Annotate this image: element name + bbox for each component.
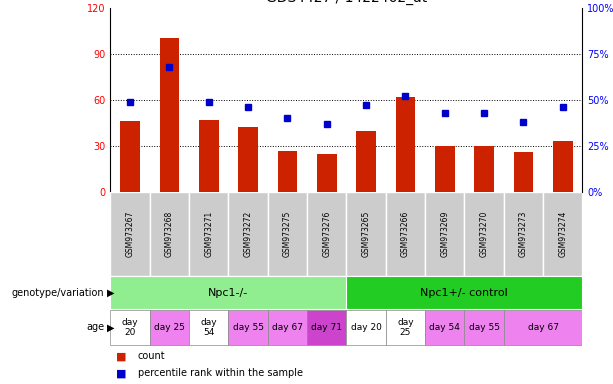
Text: GSM973275: GSM973275	[283, 211, 292, 257]
Bar	[553, 141, 573, 192]
Bar	[504, 192, 543, 276]
Text: day 55: day 55	[468, 323, 500, 332]
Bar	[346, 310, 386, 345]
Text: GSM973272: GSM973272	[243, 211, 253, 257]
Text: day 25: day 25	[154, 323, 185, 332]
Text: GSM973273: GSM973273	[519, 211, 528, 257]
Bar	[504, 310, 582, 345]
Text: count: count	[138, 351, 166, 361]
Bar	[386, 310, 425, 345]
Bar	[189, 310, 228, 345]
Bar	[465, 192, 504, 276]
Text: GSM973269: GSM973269	[440, 211, 449, 257]
Bar	[228, 310, 268, 345]
Text: ▶: ▶	[107, 322, 115, 333]
Bar	[268, 310, 307, 345]
Bar	[150, 310, 189, 345]
Bar	[189, 192, 228, 276]
Text: ▶: ▶	[107, 288, 115, 298]
Bar	[199, 120, 218, 192]
Bar	[346, 276, 582, 309]
Text: GSM973276: GSM973276	[322, 211, 331, 257]
Bar	[356, 131, 376, 192]
Text: day 67: day 67	[528, 323, 558, 332]
Text: GSM973270: GSM973270	[479, 211, 489, 257]
Bar	[474, 146, 494, 192]
Bar	[425, 310, 465, 345]
Text: day 67: day 67	[272, 323, 303, 332]
Text: day 20: day 20	[351, 323, 381, 332]
Text: genotype/variation: genotype/variation	[12, 288, 104, 298]
Text: GSM973266: GSM973266	[401, 211, 410, 257]
Bar	[317, 154, 337, 192]
Bar	[543, 192, 582, 276]
Bar	[395, 97, 415, 192]
Text: GSM973268: GSM973268	[165, 211, 174, 257]
Bar	[150, 192, 189, 276]
Text: age: age	[86, 322, 104, 333]
Bar	[435, 146, 454, 192]
Bar	[386, 192, 425, 276]
Bar	[307, 310, 346, 345]
Text: day 54: day 54	[429, 323, 460, 332]
Text: Npc1+/- control: Npc1+/- control	[421, 288, 508, 298]
Text: day
54: day 54	[200, 318, 217, 337]
Bar	[514, 152, 533, 192]
Text: percentile rank within the sample: percentile rank within the sample	[138, 368, 303, 378]
Bar	[110, 276, 346, 309]
Text: GSM973274: GSM973274	[558, 211, 567, 257]
Bar	[228, 192, 268, 276]
Text: GSM973271: GSM973271	[204, 211, 213, 257]
Bar	[110, 192, 150, 276]
Text: day 55: day 55	[232, 323, 264, 332]
Text: ■: ■	[116, 368, 127, 378]
Bar	[307, 192, 346, 276]
Text: day
25: day 25	[397, 318, 414, 337]
Text: Npc1-/-: Npc1-/-	[208, 288, 248, 298]
Text: day
20: day 20	[122, 318, 139, 337]
Text: GSM973265: GSM973265	[362, 211, 370, 257]
Text: day 71: day 71	[311, 323, 342, 332]
Bar	[465, 310, 504, 345]
Bar	[110, 310, 150, 345]
Bar	[425, 192, 465, 276]
Bar	[268, 192, 307, 276]
Bar	[346, 192, 386, 276]
Text: GSM973267: GSM973267	[126, 211, 134, 257]
Bar	[120, 121, 140, 192]
Text: ■: ■	[116, 351, 127, 361]
Bar	[159, 38, 179, 192]
Bar	[238, 127, 258, 192]
Title: GDS4427 / 1422462_at: GDS4427 / 1422462_at	[265, 0, 427, 5]
Bar	[278, 151, 297, 192]
